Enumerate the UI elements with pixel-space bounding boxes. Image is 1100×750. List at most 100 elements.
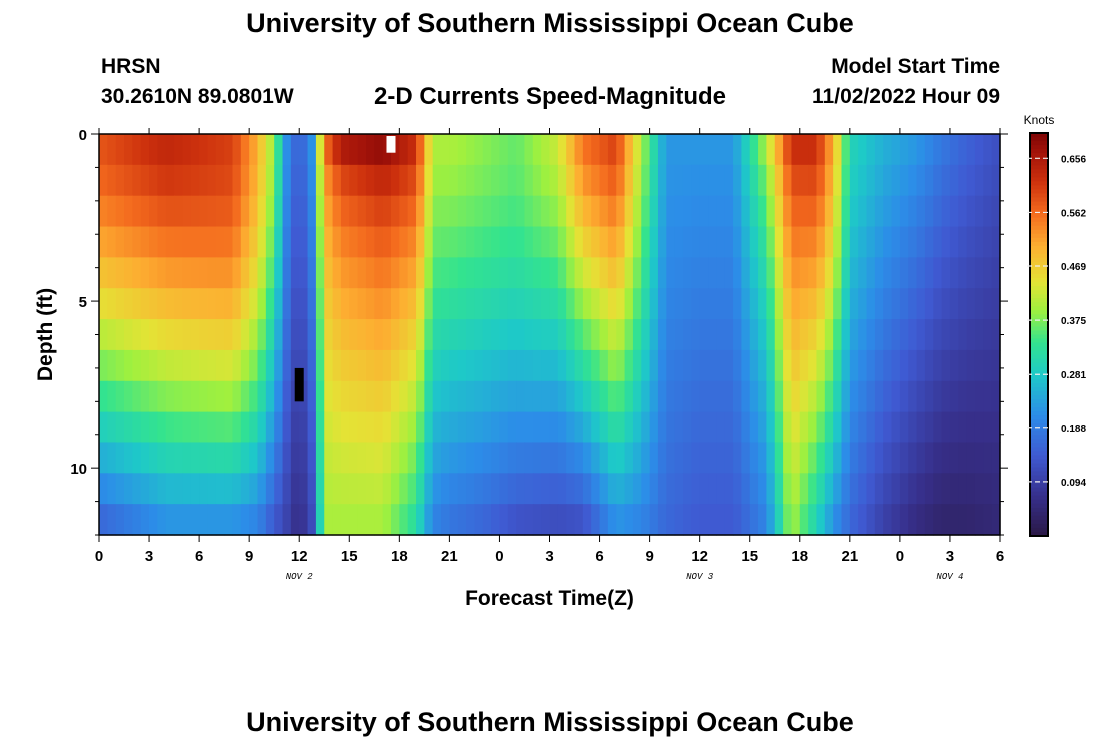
heatmap-cell [991, 134, 1001, 166]
heatmap-cell [649, 349, 659, 382]
heatmap-cell [499, 504, 509, 536]
heatmap-cell [115, 380, 125, 413]
heatmap-cell [199, 226, 209, 258]
heatmap-cell [833, 349, 843, 382]
heatmap-cell [282, 164, 292, 197]
heatmap-cell [374, 380, 384, 413]
heatmap-cell [290, 134, 300, 166]
heatmap-cell [507, 226, 517, 258]
heatmap-cell [607, 504, 617, 536]
heatmap-cell [357, 349, 367, 382]
heatmap-cell [524, 164, 534, 197]
heatmap-cell [716, 473, 726, 505]
heatmap-cell [207, 349, 217, 382]
heatmap-cell [507, 195, 517, 228]
heatmap-cell [766, 195, 776, 228]
heatmap-cell [399, 319, 409, 351]
heatmap-cell [407, 349, 417, 382]
heatmap-cell [257, 442, 267, 474]
heatmap-cell [474, 164, 484, 197]
heatmap-cell [791, 288, 801, 320]
heatmap-cell [783, 319, 793, 351]
heatmap-cell [599, 380, 609, 413]
heatmap-cell [507, 349, 517, 382]
heatmap-cell [908, 164, 918, 197]
heatmap-cell [190, 134, 200, 166]
heatmap-cell [274, 442, 284, 474]
heatmap-cell [733, 319, 742, 351]
heatmap-cell [591, 442, 601, 474]
heatmap-cell [249, 195, 259, 228]
heatmap-cell [933, 257, 943, 289]
heatmap-cell [891, 411, 901, 444]
heatmap-cell [232, 349, 242, 382]
heatmap-cell [966, 257, 976, 289]
colorbar-swatch [1030, 245, 1048, 251]
heatmap-cell [916, 349, 926, 382]
heatmap-cell [124, 257, 133, 289]
heatmap-cell [474, 411, 484, 444]
heatmap-cell [916, 380, 926, 413]
heatmap-cell [365, 349, 375, 382]
heatmap-cell [657, 442, 667, 474]
heatmap-cell [307, 473, 317, 505]
heatmap-cell [824, 380, 834, 413]
heatmap-cell [824, 164, 834, 197]
heatmap-cell [299, 226, 309, 258]
heatmap-cell [449, 226, 459, 258]
heatmap-cell [808, 349, 818, 382]
heatmap-cell [299, 195, 309, 228]
heatmap-cell [374, 411, 384, 444]
heatmap-cell [883, 380, 893, 413]
heatmap-cell [616, 442, 626, 474]
colorbar-swatch [1030, 519, 1048, 525]
heatmap-cell [733, 411, 742, 444]
heatmap-cell [899, 411, 909, 444]
heatmap-cell [858, 134, 868, 166]
heatmap-cell [766, 473, 776, 505]
heatmap-cell [599, 164, 609, 197]
heatmap-cell [557, 257, 567, 289]
heatmap-cell [499, 226, 509, 258]
heatmap-cell [240, 288, 250, 320]
heatmap-cell [99, 380, 108, 413]
heatmap-cell [908, 226, 918, 258]
heatmap-cell [124, 380, 133, 413]
heatmap-cell [974, 473, 984, 505]
heatmap-cell [774, 226, 784, 258]
heatmap-cell [599, 349, 609, 382]
heatmap-cell [399, 226, 409, 258]
heatmap-cell [99, 226, 108, 258]
model-start-value: 11/02/2022 Hour 09 [812, 85, 1000, 108]
heatmap-cell [541, 473, 551, 505]
heatmap-cell [574, 349, 584, 382]
heatmap-cell [749, 380, 759, 413]
heatmap-cell [591, 411, 601, 444]
colorbar-swatch [1030, 233, 1048, 239]
x-tick-label: 21 [841, 548, 858, 565]
heatmap-cell [924, 164, 934, 197]
heatmap-cell [182, 504, 192, 536]
heatmap-cell [132, 134, 142, 166]
heatmap-cell [749, 164, 759, 197]
heatmap-cell [182, 319, 192, 351]
heatmap-cell [858, 288, 868, 320]
heatmap-cell [808, 411, 818, 444]
heatmap-cell [591, 257, 601, 289]
heatmap-cell [182, 164, 192, 197]
heatmap-cell [107, 473, 117, 505]
heatmap-cell [941, 319, 951, 351]
heatmap-cell [949, 349, 959, 382]
heatmap-cell [624, 473, 634, 505]
heatmap-cell [457, 473, 467, 505]
heatmap-cell [741, 504, 751, 536]
colorbar-swatch [1030, 181, 1048, 186]
heatmap-cell [666, 473, 676, 505]
heatmap-cell [257, 257, 267, 289]
heatmap-cell [883, 288, 893, 320]
heatmap-cell [257, 504, 267, 536]
heatmap-cell [349, 288, 359, 320]
heatmap-cell [591, 164, 601, 197]
heatmap-cell [224, 380, 234, 413]
heatmap-cell [699, 288, 709, 320]
